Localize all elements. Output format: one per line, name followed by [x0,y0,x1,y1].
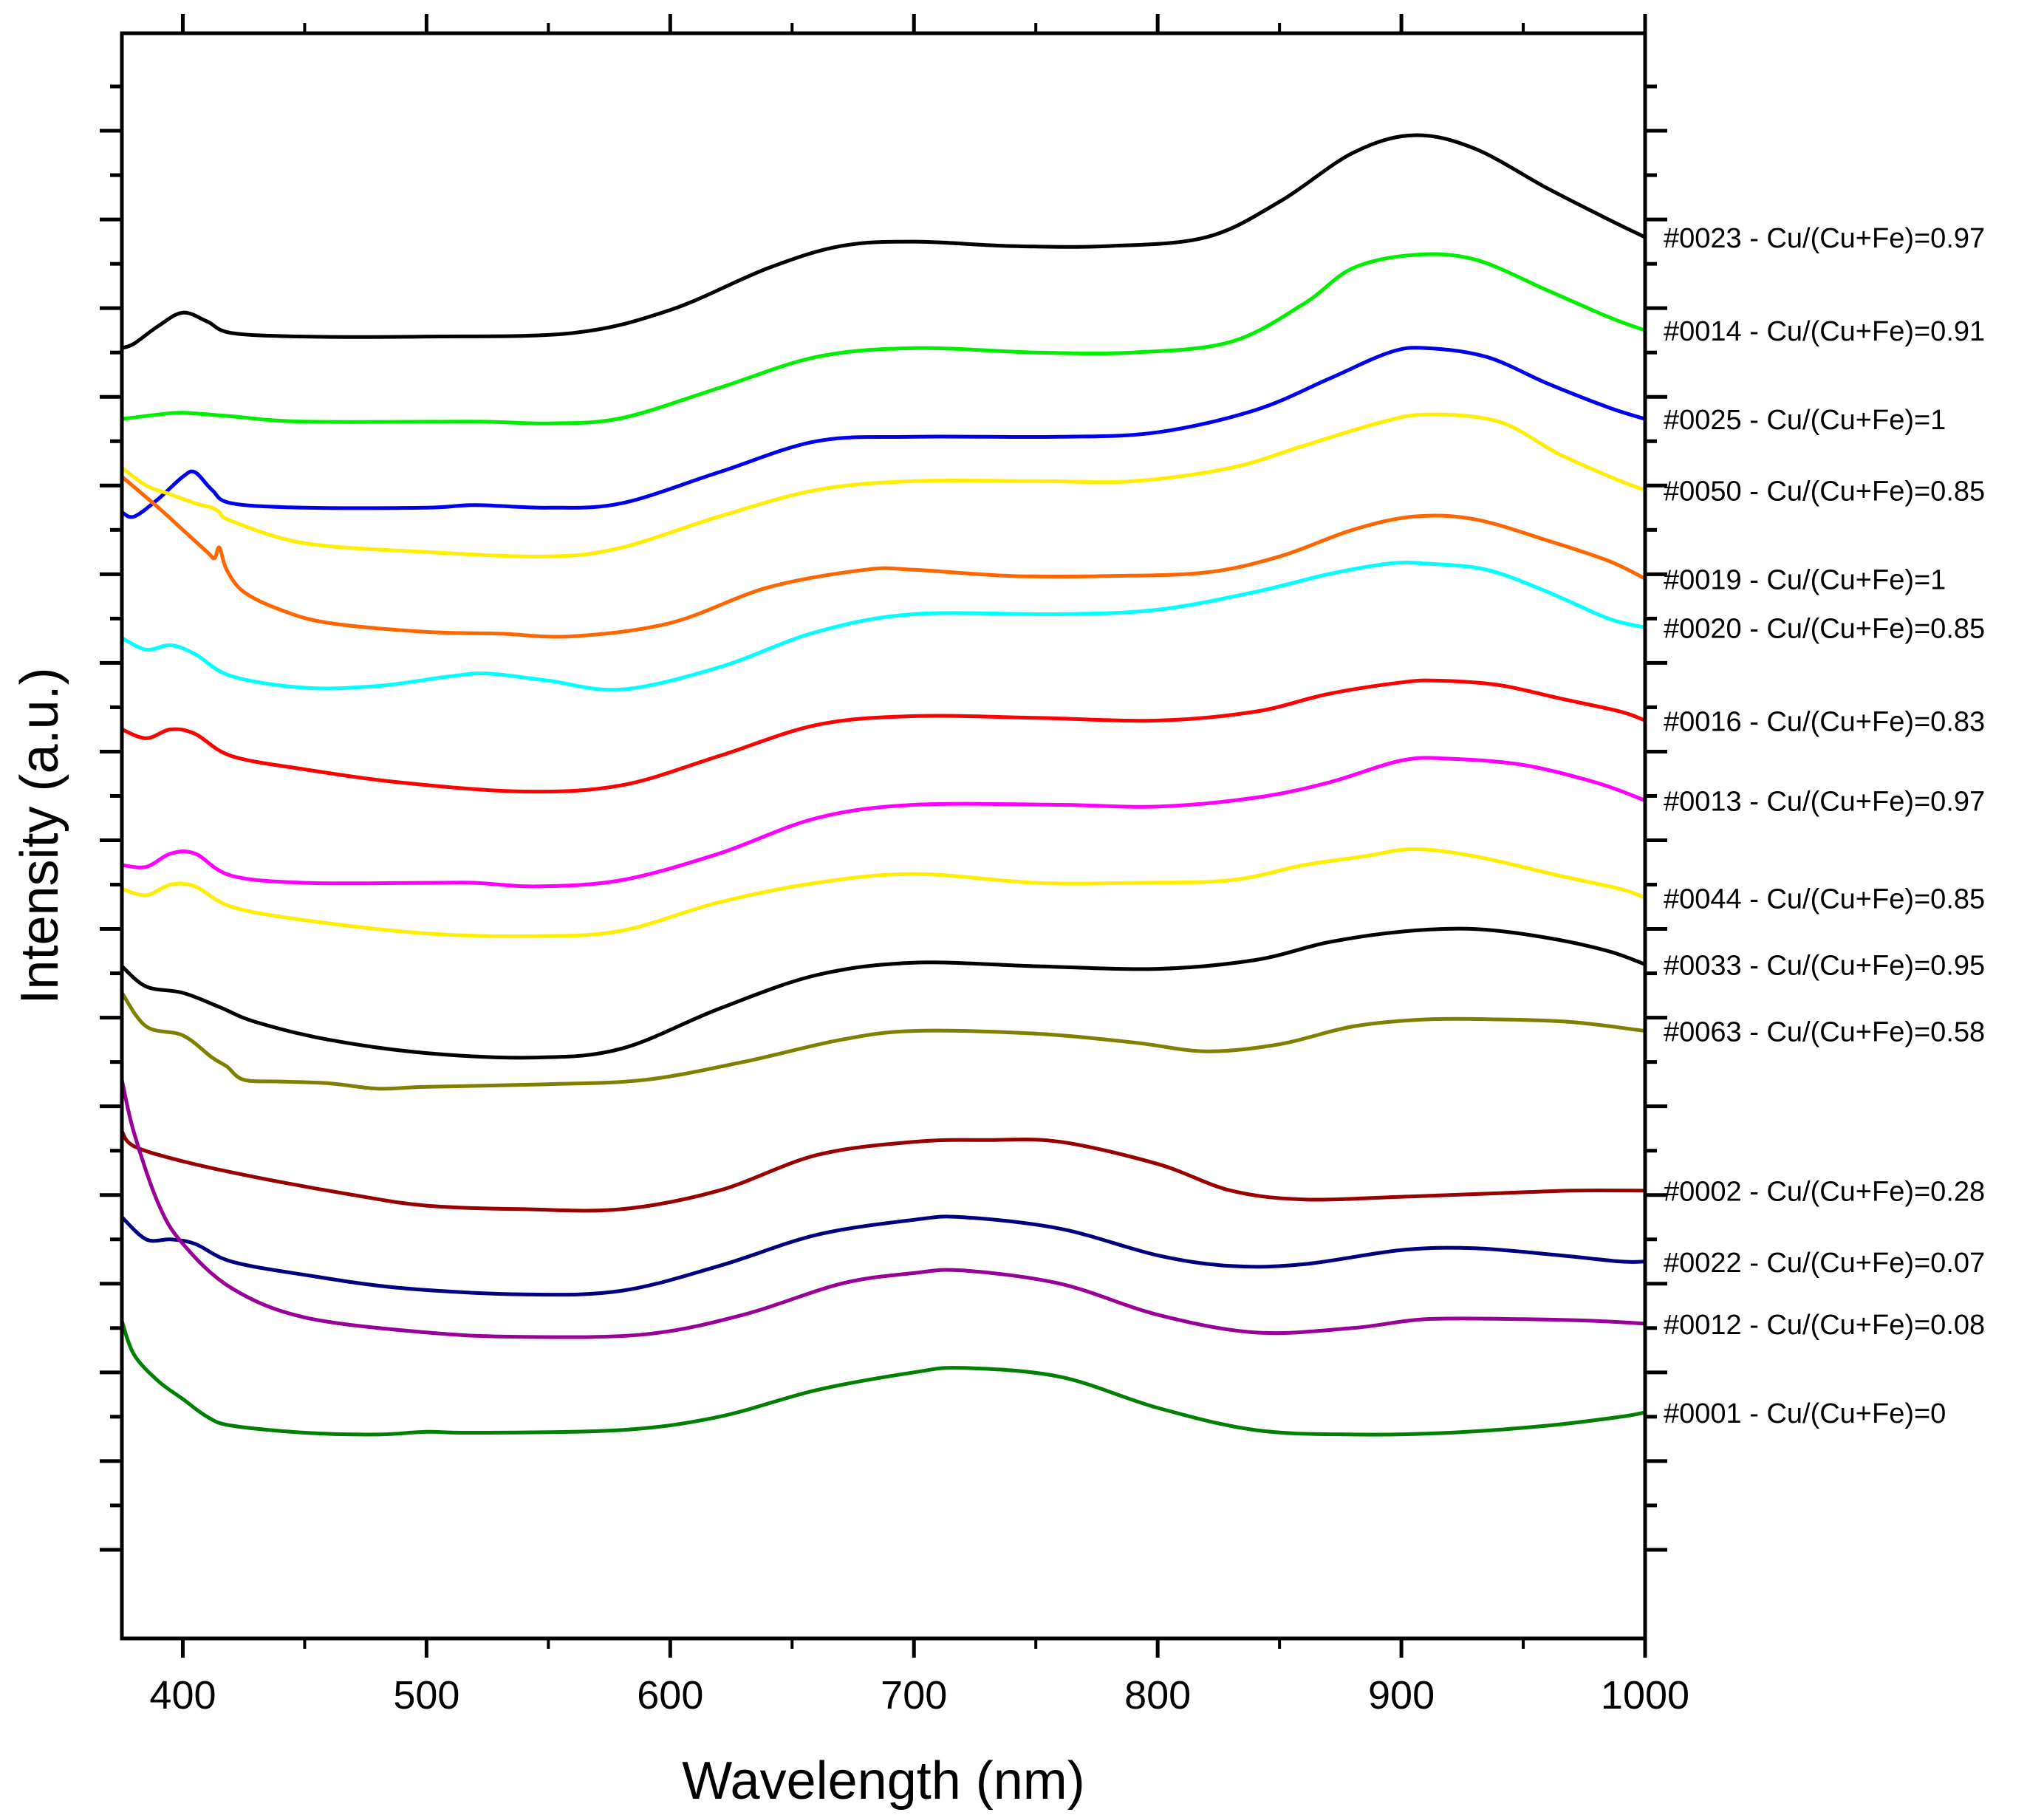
series-line [120,346,1647,519]
ticks-layer: 400 500 600 700 800 900 1000 [100,14,1689,1717]
series-line [120,412,1647,558]
legend-label: #0022 - Cu/(Cu+Fe)=0.07 [1664,1248,1985,1279]
x-tick-label: 800 [1124,1673,1191,1717]
series-line [120,1129,1647,1213]
x-tick-label: 500 [393,1673,459,1717]
legend-label: #0014 - Cu/(Cu+Fe)=0.91 [1664,316,1985,347]
legend-label: #0001 - Cu/(Cu+Fe)=0 [1664,1398,1946,1429]
legend-label: #0025 - Cu/(Cu+Fe)=1 [1664,405,1946,436]
series-line [120,678,1647,794]
series-line [120,926,1647,1060]
legend-layer: #0023 - Cu/(Cu+Fe)=0.97 #0014 - Cu/(Cu+Fe… [1664,223,1985,1429]
series-line [120,1319,1647,1437]
series-line [120,1078,1647,1339]
legend-label: #0044 - Cu/(Cu+Fe)=0.85 [1664,884,1985,915]
legend-label: #0002 - Cu/(Cu+Fe)=0.28 [1664,1177,1985,1208]
x-tick-label: 400 [149,1673,216,1717]
x-axis-title: Wavelength (nm) [682,1751,1085,1811]
series-line [120,133,1647,350]
series-line [120,847,1647,938]
series-line [120,991,1647,1091]
legend-label: #0012 - Cu/(Cu+Fe)=0.08 [1664,1310,1985,1341]
series-line [120,474,1647,639]
legend-label: #0050 - Cu/(Cu+Fe)=0.85 [1664,476,1985,507]
series-layer [120,133,1647,1437]
legend-label: #0013 - Cu/(Cu+Fe)=0.97 [1664,786,1985,817]
x-tick-label: 900 [1368,1673,1435,1717]
axes-layer [120,31,1647,1641]
legend-label: #0020 - Cu/(Cu+Fe)=0.85 [1664,613,1985,644]
legend-label: #0019 - Cu/(Cu+Fe)=1 [1664,564,1946,595]
legend-label: #0023 - Cu/(Cu+Fe)=0.97 [1664,223,1985,254]
series-line [120,1214,1647,1297]
plot-frame [120,31,1647,1641]
x-tick-label: 1000 [1601,1673,1689,1717]
x-tick-label: 700 [881,1673,947,1717]
series-line [120,252,1647,425]
legend-label: #0016 - Cu/(Cu+Fe)=0.83 [1664,706,1985,737]
series-line [120,756,1647,889]
series-line [120,560,1647,692]
legend-label: #0033 - Cu/(Cu+Fe)=0.95 [1664,951,1985,982]
legend-label: #0063 - Cu/(Cu+Fe)=0.58 [1664,1017,1985,1048]
y-axis-title: Intensity (a.u.) [10,667,69,1004]
x-tick-label: 600 [637,1673,703,1717]
